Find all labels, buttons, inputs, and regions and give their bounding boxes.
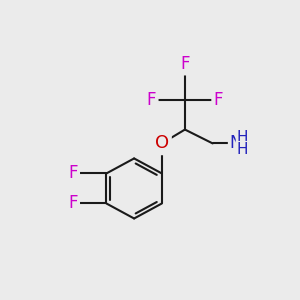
Text: F: F [147,91,156,109]
Text: H: H [236,142,248,157]
Text: F: F [68,194,77,212]
Text: F: F [214,91,223,109]
Text: F: F [180,55,190,73]
Text: O: O [155,134,169,152]
Text: N: N [230,134,242,152]
Text: O: O [155,134,169,152]
Text: F: F [68,164,77,182]
Text: H: H [236,130,248,145]
